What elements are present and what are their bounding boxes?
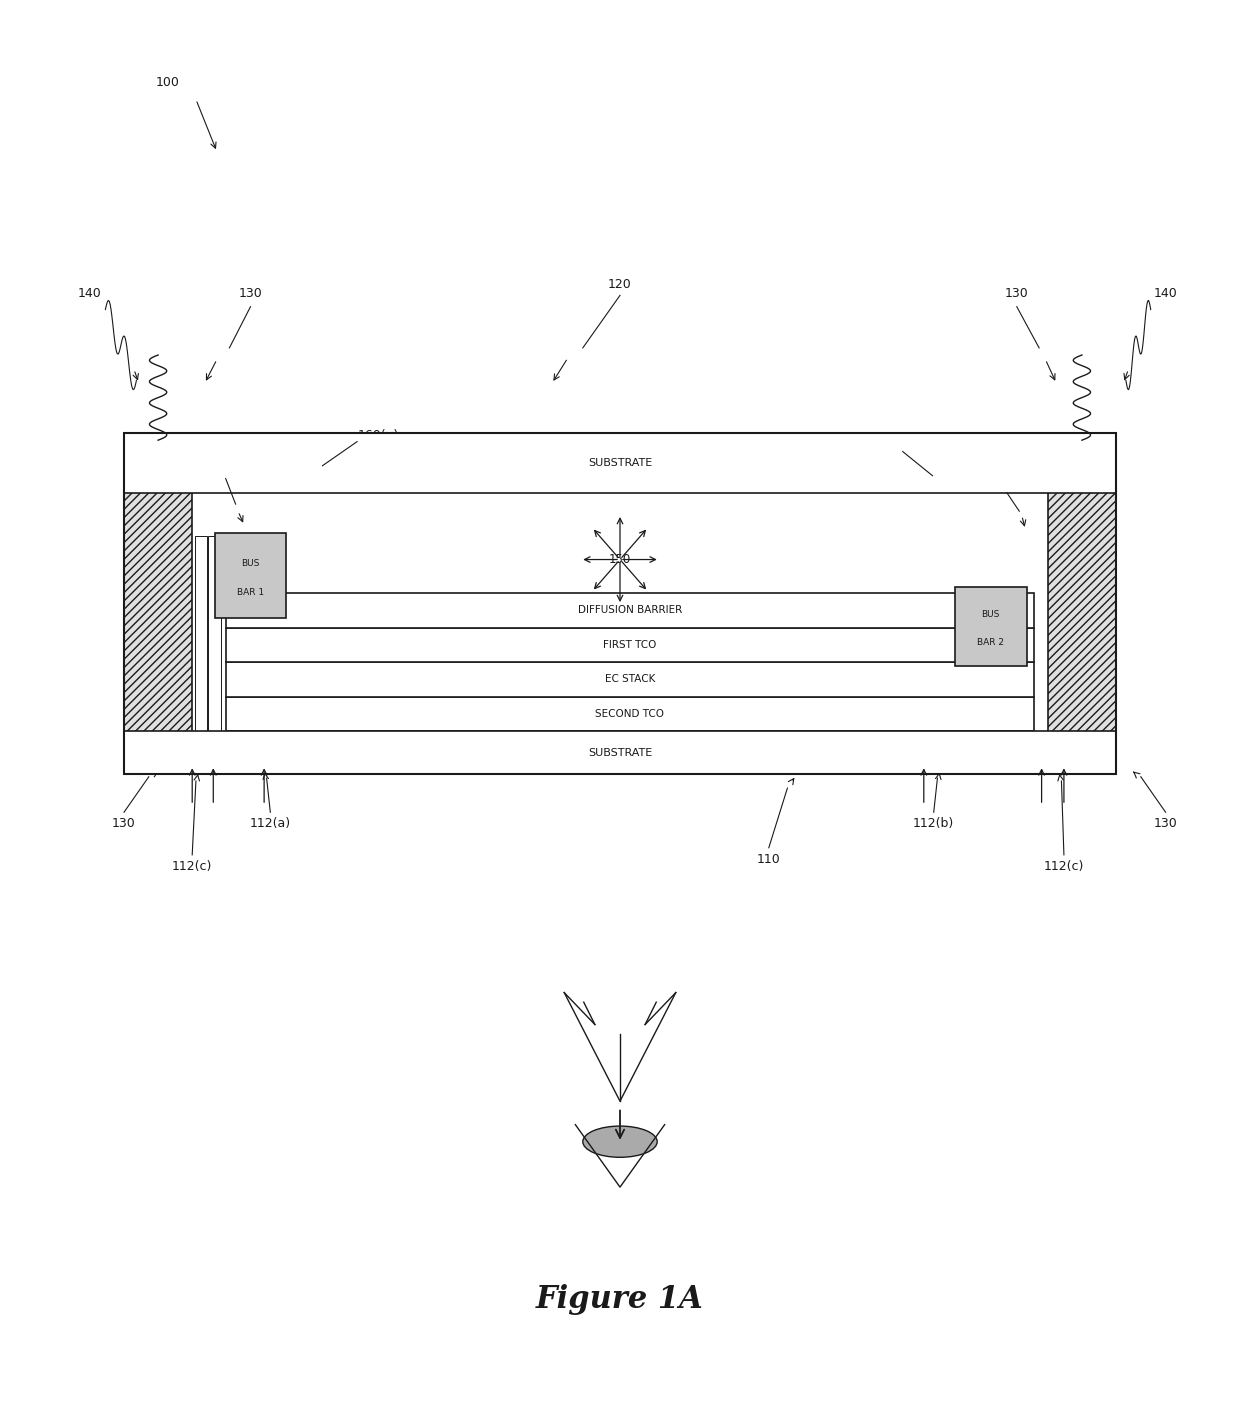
Bar bbox=[226, 662, 1034, 697]
Bar bbox=[226, 594, 1034, 628]
Text: 105: 105 bbox=[213, 462, 238, 476]
Text: BAR 1: BAR 1 bbox=[237, 588, 264, 598]
Text: 130: 130 bbox=[1004, 287, 1029, 301]
Text: 130: 130 bbox=[1153, 816, 1178, 831]
Text: 105: 105 bbox=[994, 476, 1019, 490]
Text: SECOND TCO: SECOND TCO bbox=[595, 709, 665, 719]
Text: 112(c): 112(c) bbox=[1044, 859, 1084, 873]
Bar bbox=[1048, 488, 1116, 736]
Bar bbox=[124, 433, 1116, 493]
Text: 140: 140 bbox=[1153, 287, 1178, 301]
Bar bbox=[124, 433, 1116, 774]
Text: 140: 140 bbox=[77, 287, 102, 301]
Bar bbox=[226, 697, 1034, 731]
Bar bbox=[208, 535, 221, 731]
Bar bbox=[124, 488, 192, 736]
Text: 110: 110 bbox=[756, 852, 781, 866]
Text: 112(b): 112(b) bbox=[913, 816, 955, 831]
Text: DIFFUSION BARRIER: DIFFUSION BARRIER bbox=[578, 605, 682, 615]
Text: FIRST TCO: FIRST TCO bbox=[603, 640, 657, 650]
Bar bbox=[124, 731, 1116, 774]
Text: BUS: BUS bbox=[982, 611, 999, 619]
Text: 130: 130 bbox=[112, 816, 136, 831]
Text: 130: 130 bbox=[238, 287, 263, 301]
Text: 120: 120 bbox=[608, 277, 632, 291]
Text: SUBSTRATE: SUBSTRATE bbox=[588, 457, 652, 469]
Bar bbox=[195, 535, 207, 731]
Bar bbox=[955, 588, 1027, 666]
Text: 112(a): 112(a) bbox=[249, 816, 291, 831]
Bar bbox=[226, 628, 1034, 662]
Text: SUBSTRATE: SUBSTRATE bbox=[588, 747, 652, 758]
Text: 160(b): 160(b) bbox=[869, 437, 911, 452]
Text: 160(a): 160(a) bbox=[357, 429, 399, 443]
Text: 112(c): 112(c) bbox=[172, 859, 212, 873]
Ellipse shape bbox=[583, 1126, 657, 1157]
Text: BUS: BUS bbox=[242, 558, 259, 568]
Bar bbox=[215, 534, 286, 619]
Text: Figure 1A: Figure 1A bbox=[536, 1284, 704, 1315]
Text: BAR 2: BAR 2 bbox=[977, 638, 1004, 646]
Text: 150: 150 bbox=[609, 552, 631, 567]
Text: EC STACK: EC STACK bbox=[605, 674, 655, 684]
Text: 100: 100 bbox=[155, 75, 180, 89]
